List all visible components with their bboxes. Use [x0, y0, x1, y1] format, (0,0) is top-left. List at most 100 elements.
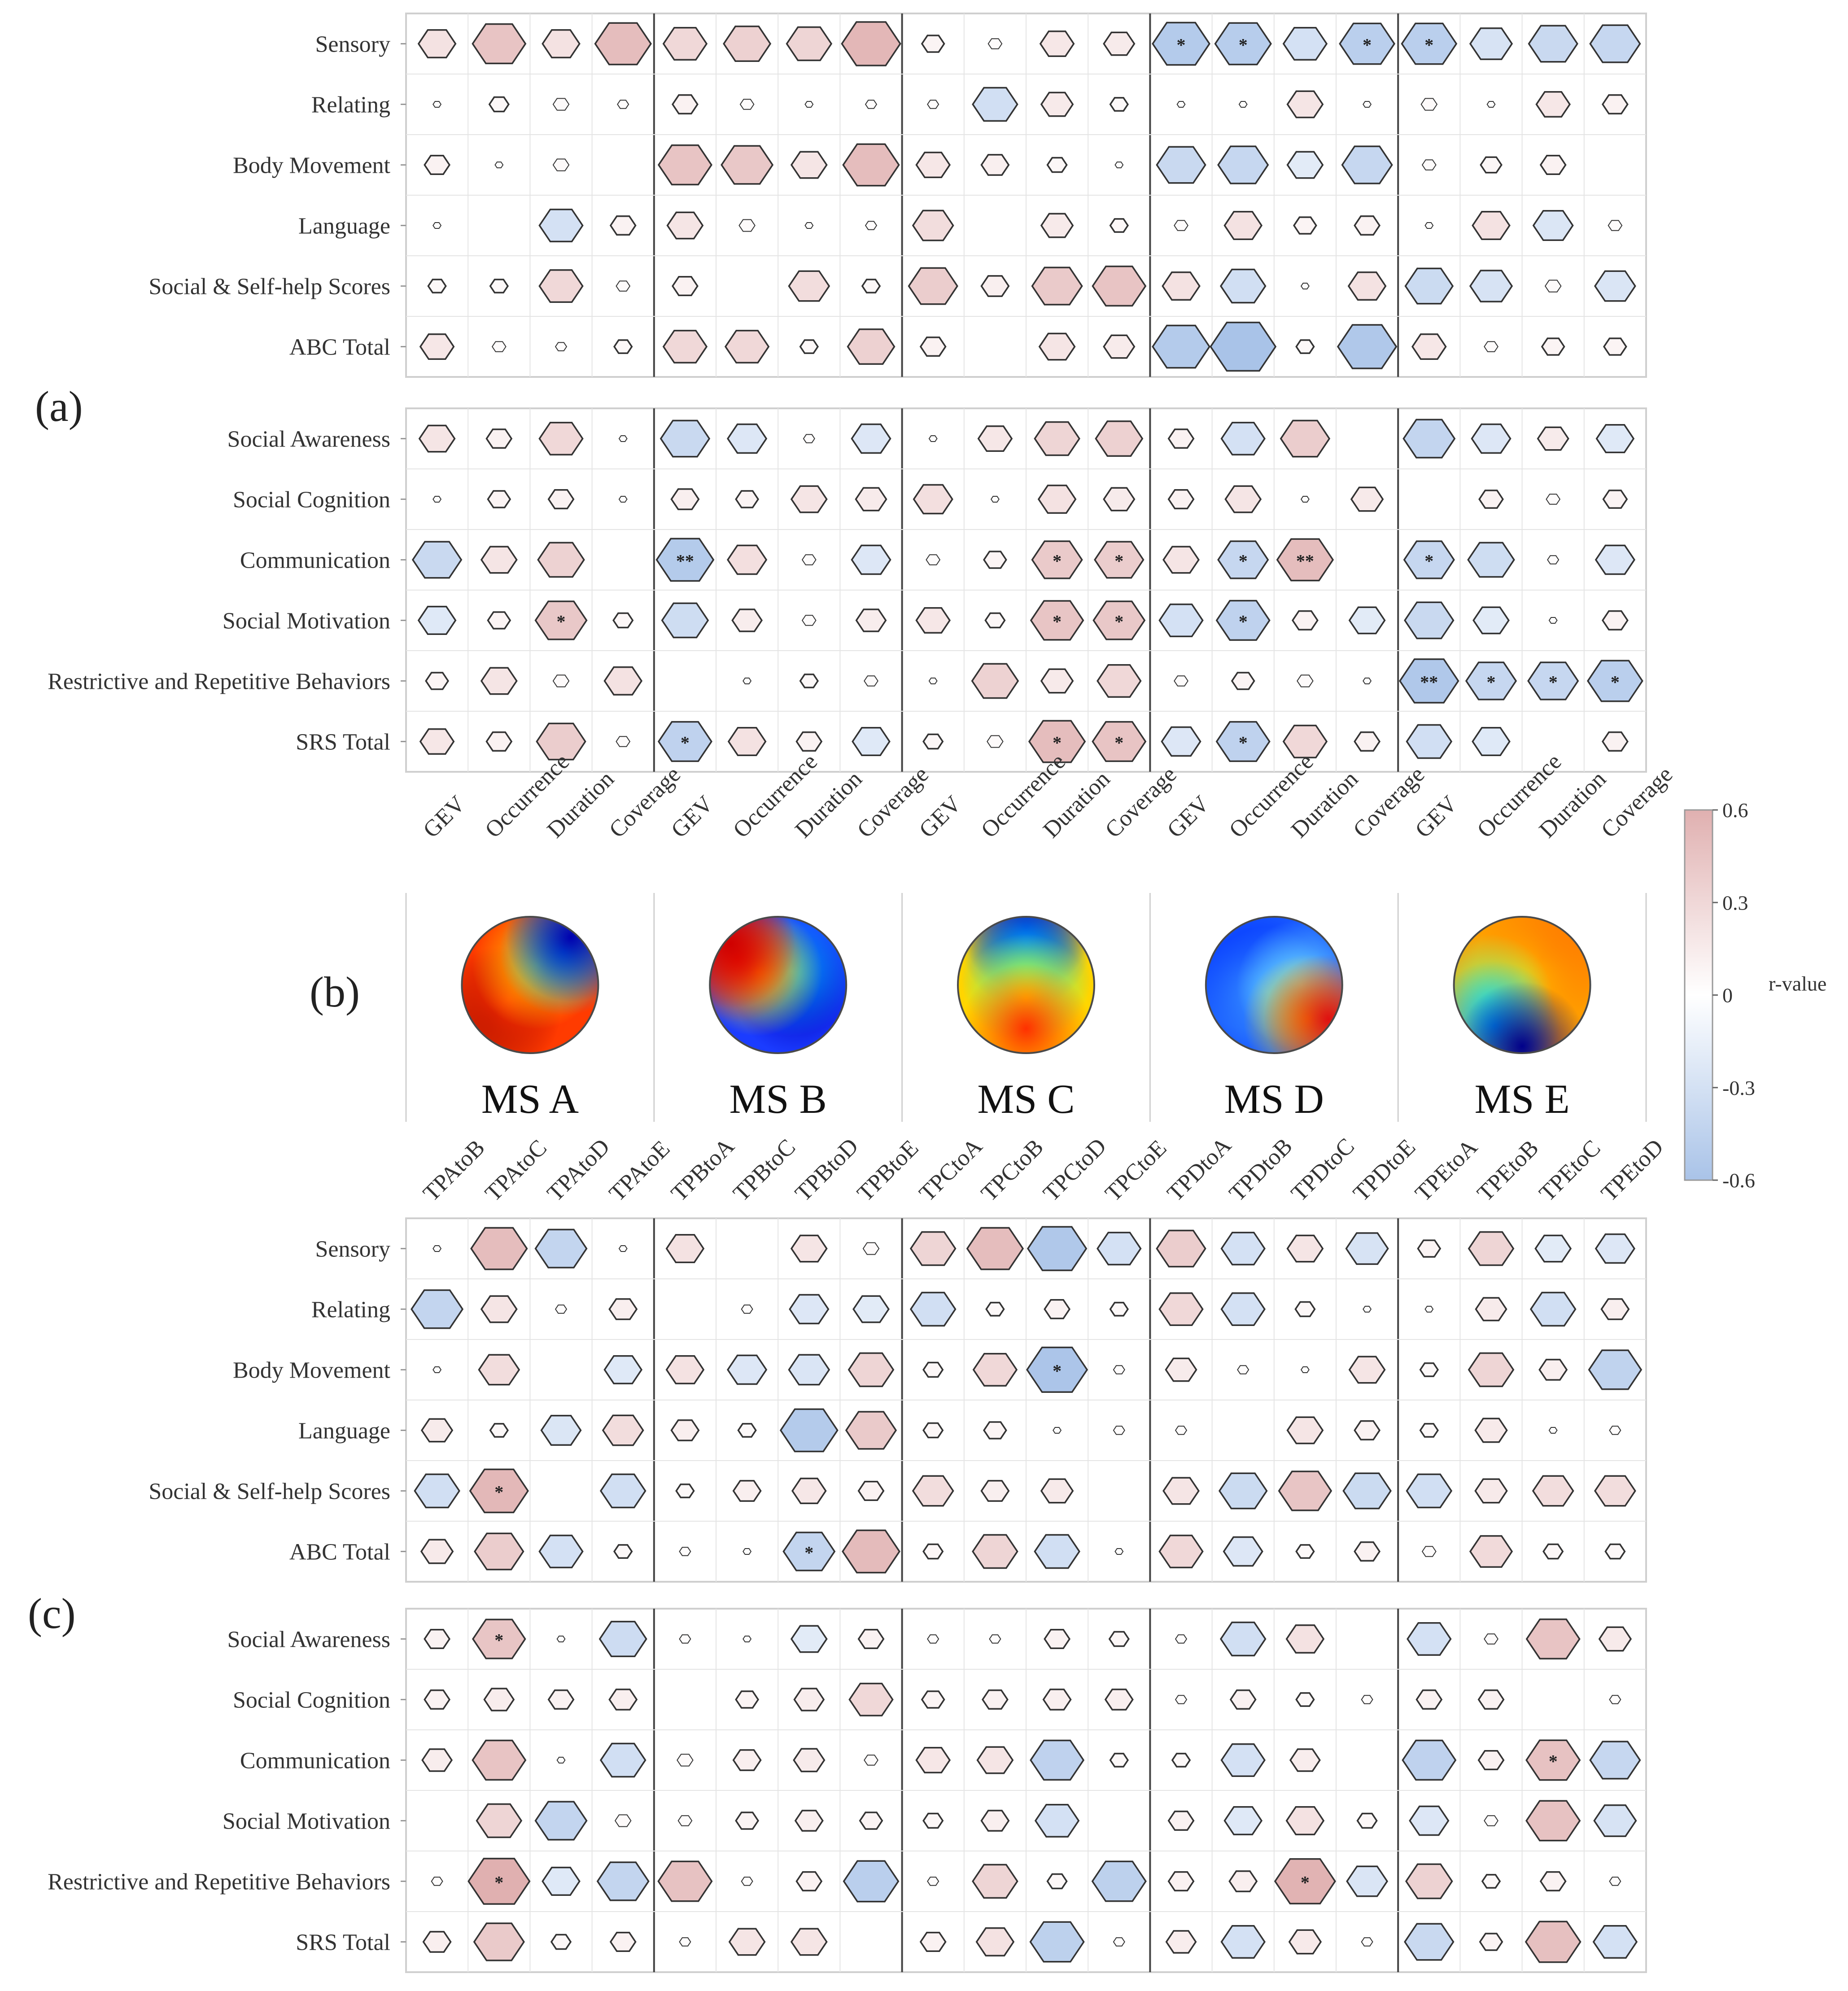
corr-hexagon	[1474, 1478, 1508, 1504]
corr-hexagon	[547, 489, 575, 509]
corr-hexagon	[1156, 146, 1206, 184]
corr-hexagon	[552, 158, 570, 171]
corr-hexagon	[841, 21, 901, 66]
significance-mark: *	[1177, 35, 1186, 55]
corr-hexagon	[1210, 321, 1277, 372]
corr-hexagon	[726, 544, 768, 575]
corr-hexagon	[474, 1532, 524, 1571]
corr-hexagon	[1417, 1239, 1442, 1258]
corr-hexagon	[480, 667, 518, 695]
microstate-label: MS B	[730, 1076, 827, 1122]
corr-hexagon	[727, 727, 767, 756]
row-label: SRS Total	[296, 1930, 390, 1956]
corr-hexagon	[433, 1245, 442, 1252]
corr-hexagon	[417, 606, 457, 635]
row-label: Social Motivation	[223, 1809, 390, 1834]
corr-hexagon	[1295, 1544, 1315, 1559]
corr-hexagon	[739, 99, 755, 110]
corr-hexagon	[975, 1927, 1015, 1956]
corr-hexagon	[1286, 1416, 1324, 1444]
corr-hexagon	[862, 1242, 880, 1255]
corr-hexagon	[1469, 27, 1513, 60]
corr-hexagon	[1046, 1873, 1068, 1890]
corr-hexagon	[987, 735, 1004, 748]
corr-hexagon	[616, 280, 631, 292]
corr-hexagon	[666, 211, 704, 240]
corr-hexagon	[677, 1815, 693, 1826]
corr-hexagon	[972, 1534, 1018, 1569]
corr-hexagon	[1044, 1299, 1071, 1319]
significance-mark: *	[1239, 733, 1248, 753]
corr-hexagon	[657, 1860, 713, 1902]
corr-hexagon	[555, 342, 568, 351]
significance-mark: *	[1549, 1751, 1558, 1772]
corr-hexagon	[491, 341, 507, 352]
corr-hexagon	[1029, 1921, 1085, 1963]
corr-hexagon	[926, 554, 941, 565]
corr-hexagon	[603, 1355, 643, 1384]
corr-hexagon	[1300, 1366, 1310, 1373]
transition-column-label: TPBtoA	[666, 1133, 739, 1206]
corr-hexagon	[1525, 1739, 1581, 1781]
corr-hexagon	[618, 435, 628, 442]
corr-hexagon	[1297, 674, 1314, 687]
corr-hexagon	[1541, 337, 1565, 356]
corr-hexagon	[1342, 1472, 1392, 1510]
corr-hexagon	[1040, 668, 1074, 694]
corr-hexagon	[424, 1629, 451, 1649]
row-label: Social Cognition	[233, 487, 390, 513]
corr-hexagon	[864, 675, 878, 687]
corr-hexagon	[1399, 658, 1459, 704]
corr-hexagon	[1539, 1871, 1567, 1891]
corr-hexagon	[1280, 420, 1331, 458]
transition-column-label: TPBtoD	[790, 1133, 863, 1207]
corr-hexagon	[1354, 215, 1381, 236]
corr-hexagon	[1291, 610, 1319, 630]
corr-hexagon	[726, 423, 768, 454]
corr-hexagon	[1469, 270, 1513, 302]
corr-hexagon	[1472, 727, 1511, 756]
corr-hexagon	[665, 1234, 705, 1263]
corr-hexagon	[1027, 1226, 1088, 1271]
corr-hexagon	[594, 22, 652, 66]
corr-hexagon	[1095, 420, 1144, 457]
corr-hexagon	[743, 1636, 752, 1642]
corr-hexagon	[418, 424, 456, 453]
row-label: Communication	[240, 548, 390, 573]
corr-hexagon	[433, 222, 442, 229]
corr-hexagon	[723, 26, 772, 62]
corr-hexagon	[534, 1229, 588, 1269]
corr-hexagon	[1237, 1365, 1249, 1374]
corr-hexagon	[789, 1294, 830, 1325]
corr-hexagon	[472, 1619, 526, 1659]
corr-hexagon	[865, 100, 878, 109]
row-label: Social Awareness	[227, 427, 390, 452]
corr-hexagon	[1113, 1426, 1125, 1435]
corr-hexagon	[494, 162, 504, 168]
significance-mark: *	[1424, 551, 1433, 571]
corr-hexagon	[679, 1937, 691, 1947]
corr-hexagon	[1411, 333, 1447, 360]
corr-hexagon	[1034, 1803, 1080, 1838]
corr-hexagon	[1484, 1815, 1498, 1826]
corr-hexagon	[1609, 1426, 1621, 1435]
corr-hexagon	[1231, 672, 1255, 690]
corr-hexagon	[655, 538, 715, 582]
microstate-label: MS E	[1475, 1076, 1570, 1122]
corr-hexagon	[1421, 159, 1437, 171]
metric-column-label: Coverage	[1596, 761, 1678, 843]
corr-hexagon	[424, 155, 451, 175]
corr-hexagon	[737, 1423, 757, 1438]
corr-hexagon	[855, 487, 887, 512]
corr-hexagon	[1223, 211, 1263, 240]
corr-hexagon	[1030, 1739, 1085, 1781]
transition-column-label: TPCtoD	[1038, 1133, 1111, 1207]
corr-hexagon	[779, 1408, 839, 1453]
corr-hexagon	[485, 429, 513, 449]
corr-hexagon	[1274, 1858, 1336, 1905]
corr-hexagon	[912, 1475, 954, 1507]
corr-hexagon	[1480, 156, 1503, 174]
corr-hexagon	[1046, 157, 1068, 173]
corr-hexagon	[919, 1932, 947, 1952]
